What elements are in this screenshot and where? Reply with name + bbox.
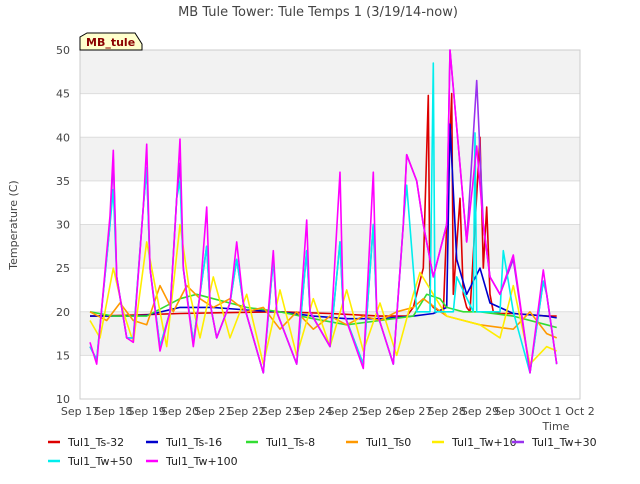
- y-tick-label: 10: [56, 393, 70, 406]
- x-tick-label: Sep 23: [261, 405, 299, 418]
- plot-band: [80, 50, 580, 94]
- x-tick-label: Sep 21: [194, 405, 232, 418]
- y-tick-label: 30: [56, 219, 70, 232]
- annotation-box-shape: [79, 32, 143, 51]
- annotation-label: MB_tule: [86, 36, 135, 49]
- annotation-box: MB_tule: [79, 32, 143, 51]
- x-tick-label: Oct 1: [532, 405, 562, 418]
- y-tick-label: 20: [56, 306, 70, 319]
- legend-item-label: Tul1_Ts-16: [165, 436, 222, 449]
- legend-item-label: Tul1_Tw+50: [67, 455, 133, 468]
- y-tick-label: 50: [56, 44, 70, 57]
- x-tick-label: Sep 26: [361, 405, 399, 418]
- x-tick-label: Sep 30: [494, 405, 532, 418]
- legend-item-label: Tul1_Ts-8: [265, 436, 315, 449]
- series-line-tul1-ts-32: [89, 92, 557, 317]
- plot-band: [80, 93, 580, 138]
- y-tick-label: 25: [56, 262, 70, 275]
- x-tick-label: Sep 25: [328, 405, 366, 418]
- x-tick-label: Oct 2: [565, 405, 595, 418]
- legend-item-label: Tul1_Ts-32: [67, 436, 124, 449]
- legend-item-label: Tul1_Tw+30: [531, 436, 597, 449]
- x-tick-label: Sep 17: [61, 405, 99, 418]
- series-line-tul1-tw-100: [89, 49, 558, 374]
- y-tick-label: 35: [56, 175, 70, 188]
- legend-item-label: Tul1_Tw+10: [451, 436, 517, 449]
- y-tick-label: 15: [56, 349, 70, 362]
- x-tick-label: Sep 22: [228, 405, 266, 418]
- plot-frame: [79, 49, 581, 400]
- x-tick-label: Sep 27: [394, 405, 432, 418]
- x-axis-label: Time: [542, 420, 570, 433]
- plot-band: [80, 224, 580, 269]
- chart-title: MB Tule Tower: Tule Temps 1 (3/19/14-now…: [178, 5, 458, 20]
- y-tick-label: 40: [56, 131, 70, 144]
- x-tick-label: Sep 20: [161, 405, 199, 418]
- plot-band: [80, 137, 580, 181]
- x-tick-label: Sep 29: [461, 405, 499, 418]
- plot-band: [80, 180, 580, 225]
- legend-item-label: Tul1_Tw+100: [165, 455, 238, 468]
- x-tick-label: Sep 24: [294, 405, 332, 418]
- legend: Tul1_Ts-32 Tul1_Ts-16 Tul1_Ts-8 Tul1_Ts0 Tul…: [48, 436, 597, 468]
- x-tick-label: Sep 28: [428, 405, 466, 418]
- plot-band: [80, 355, 580, 399]
- x-tick-label: Sep 18: [94, 405, 132, 418]
- y-tick-label: 45: [56, 88, 70, 101]
- x-tick-label: Sep 19: [128, 405, 166, 418]
- legend-item-label: Tul1_Ts0: [365, 436, 411, 449]
- y-axis-label: Temperature (C): [7, 180, 20, 270]
